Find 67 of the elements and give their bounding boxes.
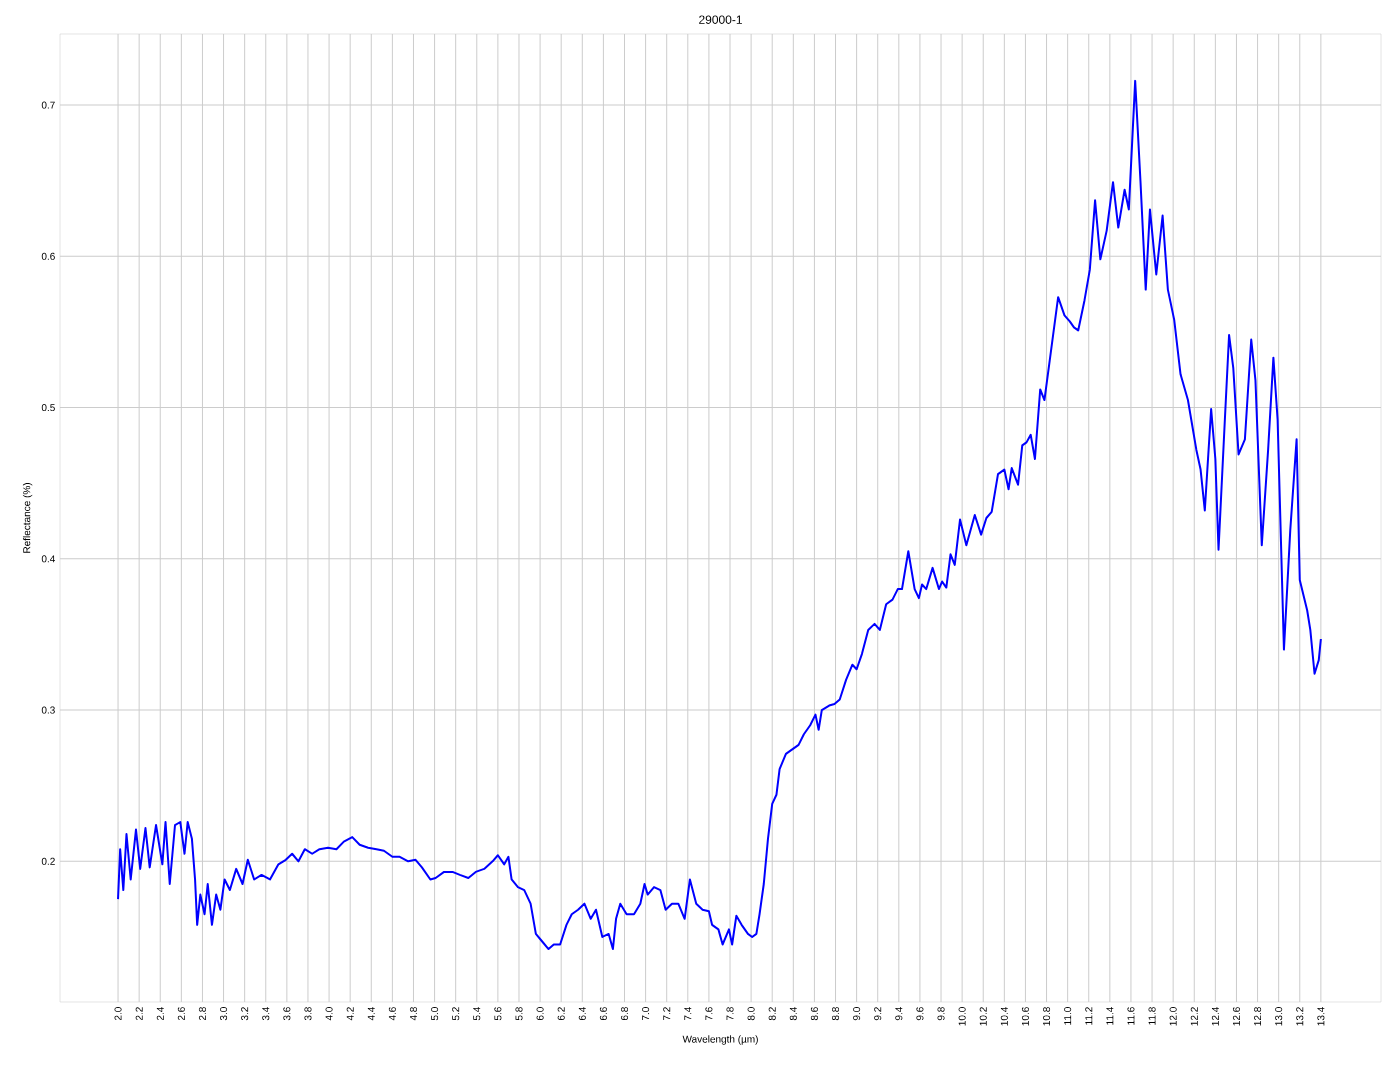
x-tick-label: 3.4: [262, 1006, 270, 1021]
x-tick-label: 9.4: [895, 1006, 903, 1021]
y-tick-label: 0.3: [41, 706, 55, 714]
x-tick-label: 8.6: [810, 1007, 818, 1021]
x-tick-label: 4.6: [388, 1007, 396, 1021]
x-tick-label: 8.0: [747, 1007, 755, 1021]
x-tick-label: 13.4: [1317, 1006, 1325, 1026]
y-tick-label: 0.2: [41, 857, 55, 865]
x-tick-label: 12.2: [1190, 1007, 1198, 1026]
x-tick-label: 8.2: [768, 1007, 776, 1021]
x-tick-label: 9.2: [874, 1007, 882, 1021]
x-tick-label: 7.6: [705, 1007, 713, 1021]
x-tick-label: 12.4: [1211, 1006, 1219, 1026]
x-tick-label: 11.8: [1148, 1007, 1156, 1025]
x-tick-label: 9.0: [853, 1007, 861, 1021]
x-tick-label: 11.6: [1127, 1007, 1135, 1025]
x-tick-label: 10.8: [1043, 1007, 1051, 1026]
x-tick-label: 5.4: [473, 1006, 481, 1021]
x-tick-label: 12.0: [1169, 1007, 1177, 1026]
x-tick-label: 11.2: [1085, 1007, 1093, 1025]
y-tick-label: 0.6: [41, 252, 55, 260]
x-tick-label: 13.2: [1296, 1007, 1304, 1026]
x-tick-label: 10.4: [1000, 1006, 1008, 1026]
y-tick-label: 0.7: [41, 101, 55, 109]
x-tick-label: 7.0: [642, 1007, 650, 1021]
x-tick-label: 12.8: [1254, 1007, 1262, 1026]
x-tick-label: 10.2: [979, 1007, 987, 1026]
x-tick-label: 3.2: [241, 1007, 249, 1021]
x-tick-label: 4.2: [346, 1007, 354, 1021]
x-tick-label: 4.4: [367, 1006, 375, 1021]
x-tick-label: 2.4: [156, 1006, 164, 1021]
x-tick-label: 3.6: [283, 1007, 291, 1021]
x-tick-label: 12.6: [1232, 1007, 1241, 1026]
x-tick-label: 6.6: [599, 1007, 607, 1021]
x-tick-label: 9.6: [916, 1007, 924, 1021]
x-tick-label: 7.8: [726, 1007, 734, 1021]
x-tick-label: 13.0: [1275, 1007, 1283, 1026]
x-tick-label: 2.2: [135, 1007, 143, 1021]
y-tick-label: 0.5: [41, 404, 55, 412]
x-tick-label: 8.8: [831, 1007, 840, 1021]
x-tick-label: 4.8: [409, 1007, 418, 1021]
x-tick-label: 11.0: [1064, 1007, 1072, 1025]
x-tick-label: 11.4: [1106, 1006, 1114, 1025]
x-tick-label: 2.8: [198, 1007, 206, 1021]
x-axis-title: Wavelength (µm): [682, 1035, 758, 1045]
x-tick-label: 7.2: [663, 1007, 671, 1021]
x-tick-label: 10.6: [1021, 1007, 1029, 1026]
x-tick-label: 5.2: [452, 1007, 460, 1021]
x-tick-label: 2.0: [114, 1007, 122, 1021]
x-tick-label: 3.0: [220, 1007, 228, 1021]
chart-title: 29000-1: [699, 15, 742, 24]
x-tick-label: 10.0: [958, 1007, 966, 1026]
y-tick-label: 0.4: [41, 555, 56, 563]
x-tick-label: 6.8: [620, 1007, 629, 1021]
x-tick-label: 8.4: [789, 1006, 797, 1021]
x-tick-label: 6.2: [557, 1007, 565, 1021]
y-axis-title: Reflectance (%): [22, 483, 33, 553]
x-tick-label: 5.6: [494, 1007, 502, 1021]
x-tick-label: 3.8: [304, 1007, 312, 1021]
x-tick-label: 5.0: [431, 1007, 439, 1021]
x-tick-label: 6.0: [536, 1007, 544, 1021]
x-tick-label: 4.0: [325, 1007, 333, 1021]
x-tick-label: 5.8: [515, 1007, 523, 1021]
x-tick-label: 7.4: [684, 1006, 692, 1021]
x-tick-label: 2.6: [177, 1007, 185, 1021]
x-tick-label: 6.4: [578, 1006, 586, 1021]
x-tick-label: 9.8: [937, 1007, 945, 1021]
